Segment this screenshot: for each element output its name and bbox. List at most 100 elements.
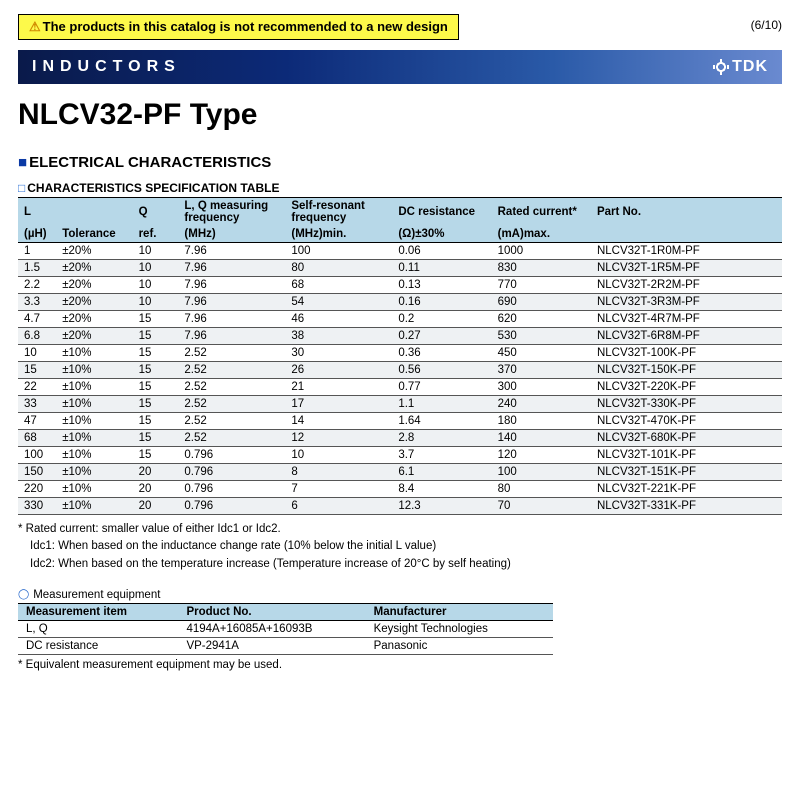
table-row: 15±10%152.52260.56370NLCV32T-150K-PF xyxy=(18,362,782,379)
footnote-lead: * Rated current: smaller value of either… xyxy=(18,523,281,535)
spec-col-header: DC resistance xyxy=(392,198,491,227)
measurement-table-head: Measurement itemProduct No.Manufacturer xyxy=(18,603,553,620)
spec-table: LQL, Q measuring frequencySelf-resonant … xyxy=(18,197,782,515)
table-cell: 14 xyxy=(285,413,392,430)
table-cell: DC resistance xyxy=(18,637,178,654)
table-cell: NLCV32T-220K-PF xyxy=(591,379,782,396)
table-cell: 7.96 xyxy=(178,311,285,328)
table-row: 150±10%200.79686.1100NLCV32T-151K-PF xyxy=(18,464,782,481)
table-cell: 530 xyxy=(492,328,591,345)
table-row: 4.7±20%157.96460.2620NLCV32T-4R7M-PF xyxy=(18,311,782,328)
table-cell: NLCV32T-1R0M-PF xyxy=(591,243,782,260)
table-cell: ±10% xyxy=(56,464,132,481)
table-cell: 10 xyxy=(133,260,179,277)
table-cell: NLCV32T-680K-PF xyxy=(591,430,782,447)
table-cell: Keysight Technologies xyxy=(366,620,553,637)
measurement-table: Measurement itemProduct No.Manufacturer … xyxy=(18,603,553,655)
table-cell: 770 xyxy=(492,277,591,294)
spec-col-header: (MHz)min. xyxy=(285,226,392,243)
table-cell: 15 xyxy=(133,311,179,328)
table-cell: ±10% xyxy=(56,481,132,498)
table-cell: 0.796 xyxy=(178,464,285,481)
spec-col-header xyxy=(56,198,132,227)
table-cell: ±10% xyxy=(56,413,132,430)
table-cell: NLCV32T-3R3M-PF xyxy=(591,294,782,311)
spec-col-header: Q xyxy=(133,198,179,227)
footnotes: * Rated current: smaller value of either… xyxy=(18,521,782,573)
table-cell: NLCV32T-1R5M-PF xyxy=(591,260,782,277)
table-cell: ±10% xyxy=(56,345,132,362)
table-cell: 0.11 xyxy=(392,260,491,277)
table-cell: 300 xyxy=(492,379,591,396)
circle-bullet-icon: ◯ xyxy=(18,589,29,600)
table-cell: 1000 xyxy=(492,243,591,260)
table-cell: 620 xyxy=(492,311,591,328)
table-cell: 330 xyxy=(18,498,56,515)
table-cell: Panasonic xyxy=(366,637,553,654)
table-cell: 0.06 xyxy=(392,243,491,260)
table-row: L, Q4194A+16085A+16093BKeysight Technolo… xyxy=(18,620,553,637)
table-cell: 2.8 xyxy=(392,430,491,447)
table-row: 6.8±20%157.96380.27530NLCV32T-6R8M-PF xyxy=(18,328,782,345)
table-cell: 54 xyxy=(285,294,392,311)
table-cell: NLCV32T-470K-PF xyxy=(591,413,782,430)
table-row: 3.3±20%107.96540.16690NLCV32T-3R3M-PF xyxy=(18,294,782,311)
table-cell: ±20% xyxy=(56,311,132,328)
table-cell: 100 xyxy=(492,464,591,481)
spec-col-header: Self-resonant frequency xyxy=(285,198,392,227)
table-cell: 15 xyxy=(133,379,179,396)
table-cell: 0.796 xyxy=(178,481,285,498)
spec-col-header: Tolerance xyxy=(56,226,132,243)
table-cell: 1.5 xyxy=(18,260,56,277)
table-cell: 0.77 xyxy=(392,379,491,396)
table-cell: NLCV32T-2R2M-PF xyxy=(591,277,782,294)
table-cell: NLCV32T-331K-PF xyxy=(591,498,782,515)
table-cell: 220 xyxy=(18,481,56,498)
table-cell: ±20% xyxy=(56,328,132,345)
table-cell: 0.56 xyxy=(392,362,491,379)
table-cell: 450 xyxy=(492,345,591,362)
table-row: 1±20%107.961000.061000NLCV32T-1R0M-PF xyxy=(18,243,782,260)
table-cell: 46 xyxy=(285,311,392,328)
table-cell: ±10% xyxy=(56,498,132,515)
table-cell: NLCV32T-4R7M-PF xyxy=(591,311,782,328)
warning-text: The products in this catalog is not reco… xyxy=(43,19,448,34)
table-cell: 38 xyxy=(285,328,392,345)
table-cell: 240 xyxy=(492,396,591,413)
table-cell: 0.27 xyxy=(392,328,491,345)
table-cell: 15 xyxy=(133,396,179,413)
table-cell: 20 xyxy=(133,481,179,498)
table-cell: 8.4 xyxy=(392,481,491,498)
page-title: NLCV32-PF Type xyxy=(18,98,782,132)
brand-icon xyxy=(714,60,728,74)
brand-logo-text: TDK xyxy=(714,58,768,76)
table-cell: 4.7 xyxy=(18,311,56,328)
subsection-heading: □CHARACTERISTICS SPECIFICATION TABLE xyxy=(18,181,782,195)
table-cell: 140 xyxy=(492,430,591,447)
table-cell: 6.8 xyxy=(18,328,56,345)
table-cell: NLCV32T-330K-PF xyxy=(591,396,782,413)
table-row: 68±10%152.52122.8140NLCV32T-680K-PF xyxy=(18,430,782,447)
table-cell: 120 xyxy=(492,447,591,464)
spec-col-header: Part No. xyxy=(591,198,782,227)
table-cell: 2.52 xyxy=(178,430,285,447)
section-heading: ■ELECTRICAL CHARACTERISTICS xyxy=(18,154,782,171)
table-cell: 2.52 xyxy=(178,413,285,430)
table-cell: 30 xyxy=(285,345,392,362)
table-row: DC resistanceVP-2941APanasonic xyxy=(18,637,553,654)
warning-icon: ⚠ xyxy=(29,19,41,34)
table-cell: 15 xyxy=(133,328,179,345)
table-cell: 17 xyxy=(285,396,392,413)
table-cell: L, Q xyxy=(18,620,178,637)
meas-col-header: Measurement item xyxy=(18,603,178,620)
category-banner: INDUCTORS TDK xyxy=(18,50,782,84)
table-cell: 80 xyxy=(492,481,591,498)
table-cell: VP-2941A xyxy=(178,637,365,654)
brand-name: TDK xyxy=(732,58,768,76)
table-cell: 10 xyxy=(133,277,179,294)
table-cell: 15 xyxy=(18,362,56,379)
table-cell: NLCV32T-100K-PF xyxy=(591,345,782,362)
table-cell: 20 xyxy=(133,498,179,515)
table-cell: ±20% xyxy=(56,243,132,260)
table-row: 22±10%152.52210.77300NLCV32T-220K-PF xyxy=(18,379,782,396)
